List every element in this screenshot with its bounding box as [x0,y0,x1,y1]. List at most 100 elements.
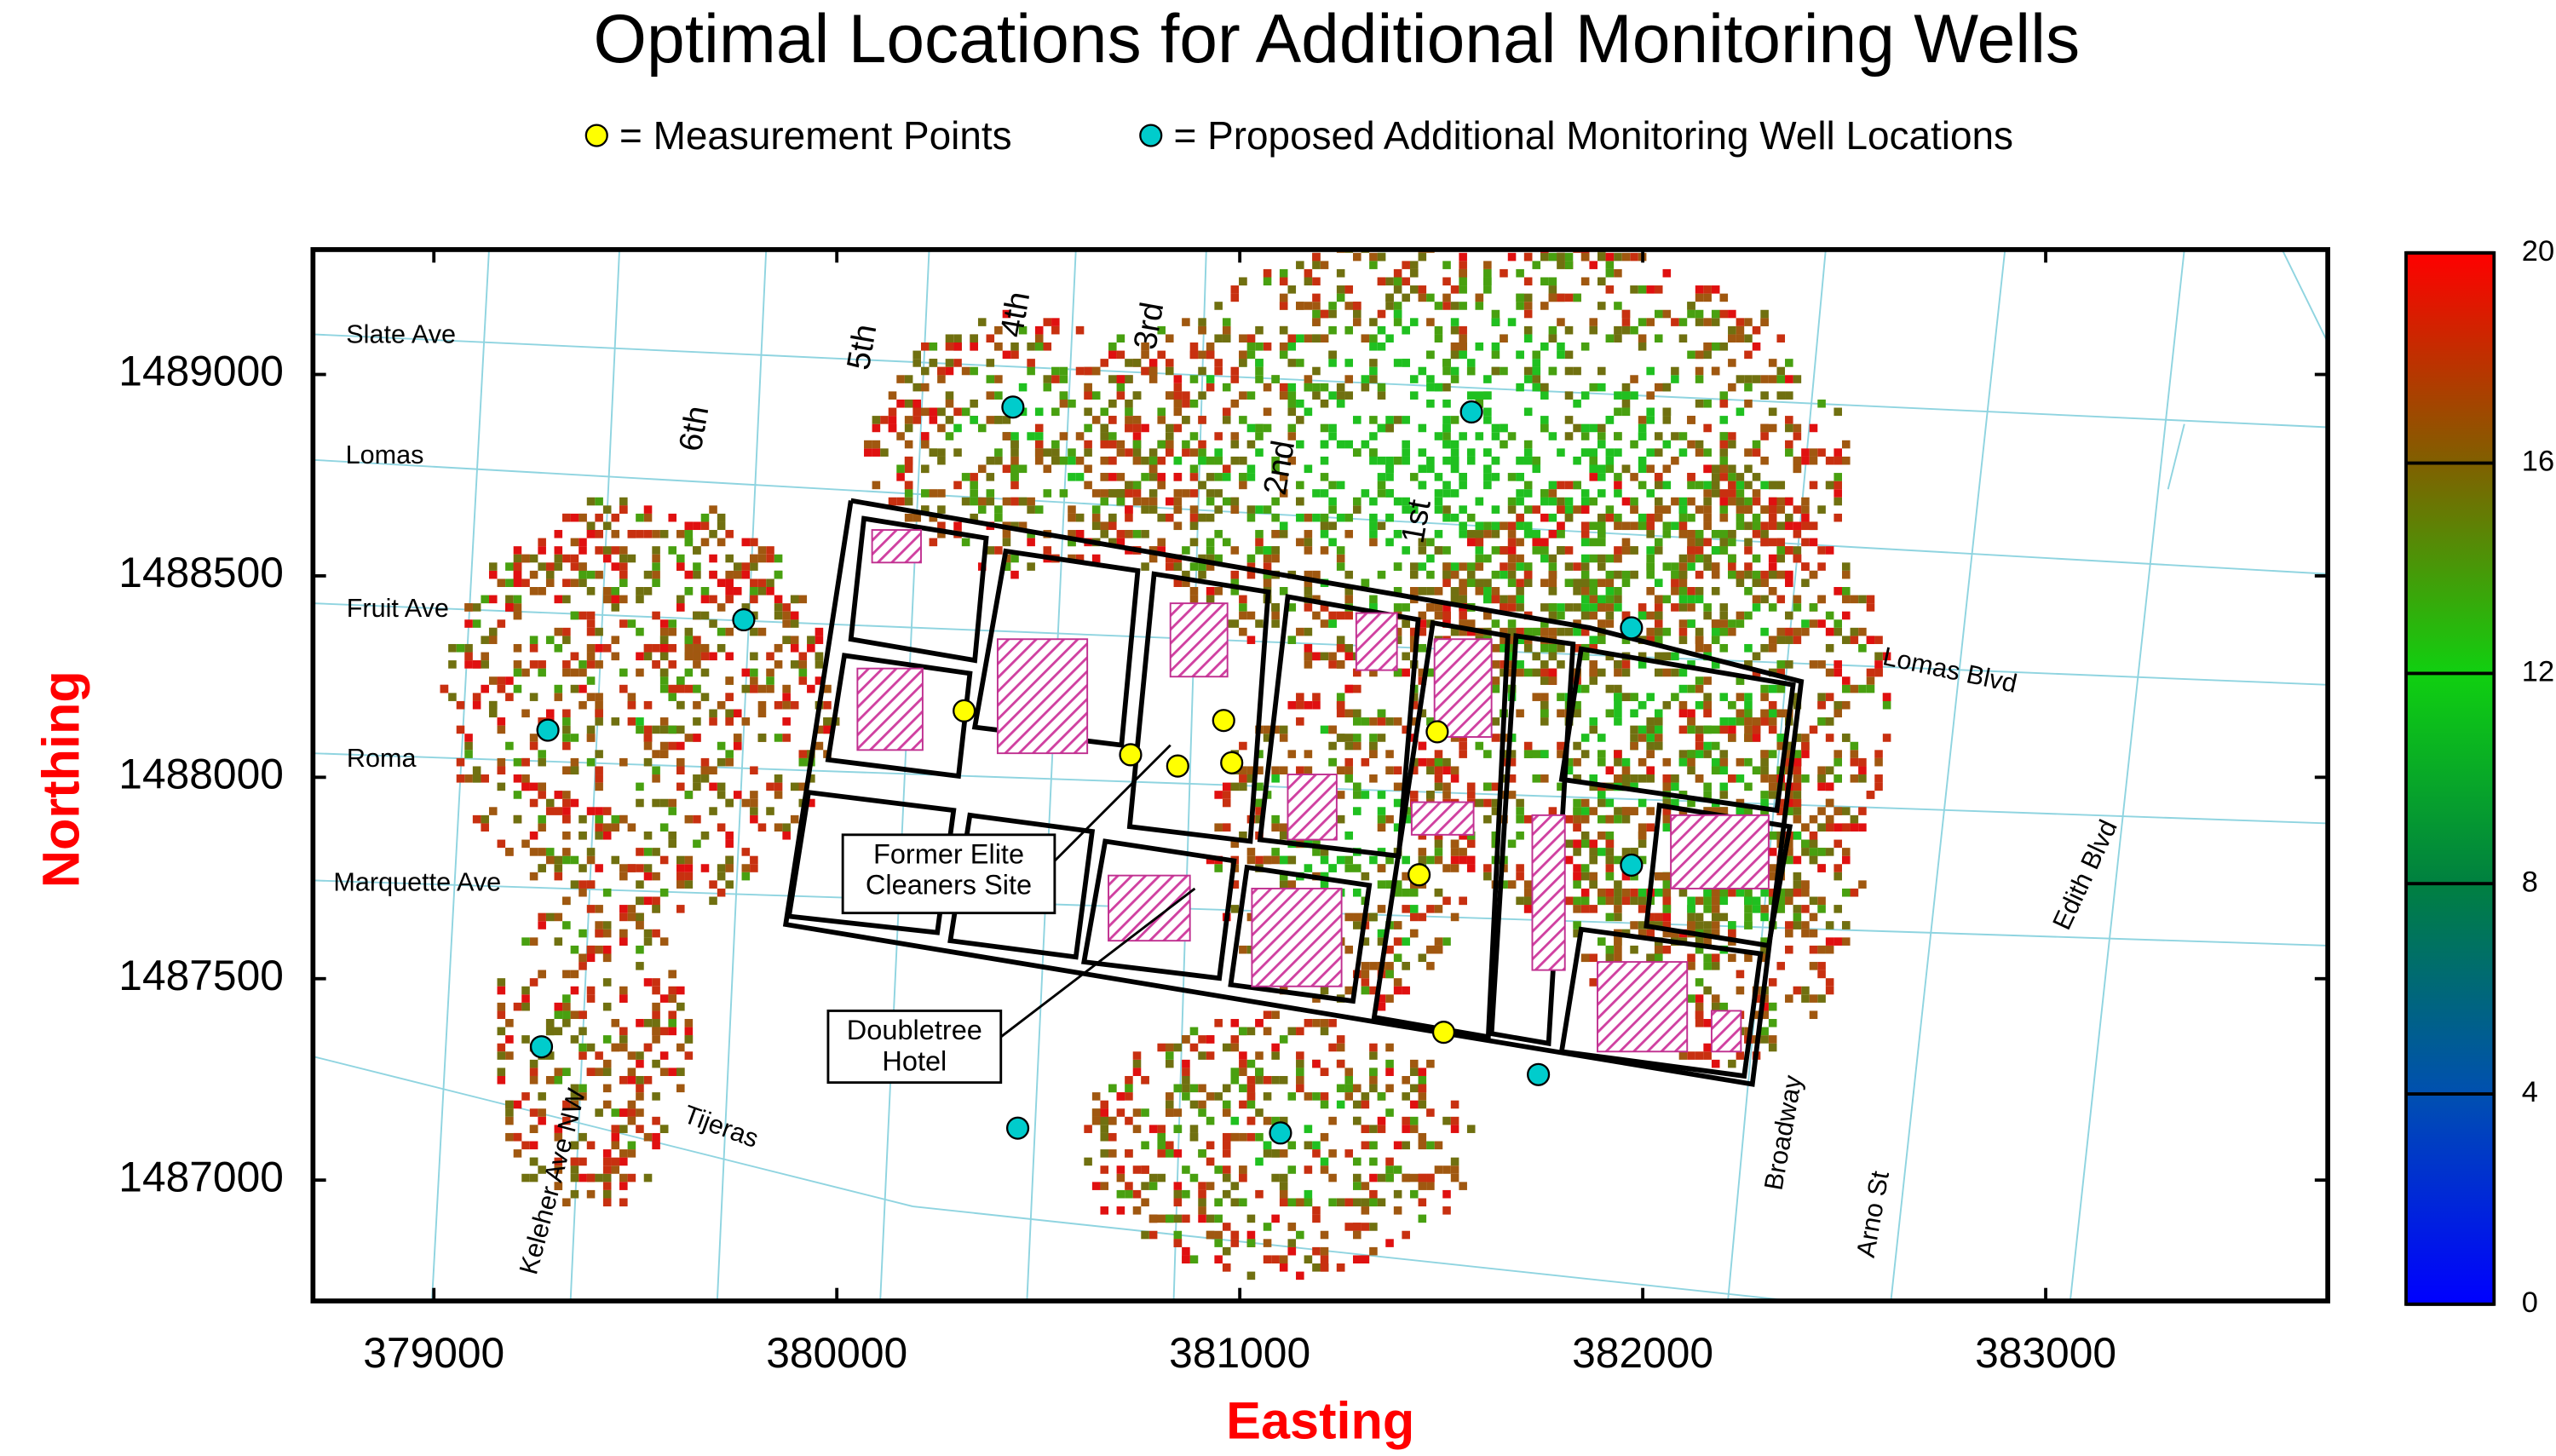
field-cell [1459,627,1467,636]
field-cell [1703,423,1712,433]
field-cell [1507,652,1517,661]
field-cell [1377,1198,1386,1207]
field-cell [1760,481,1769,490]
field-cell [1344,643,1354,653]
field-cell [1621,757,1631,767]
field-cell [986,456,995,465]
field-cell [1084,366,1092,376]
field-cell [1540,497,1549,506]
field-cell [1279,1035,1288,1044]
field-cell [1728,929,1736,938]
field-cell [488,570,498,579]
field-cell [1500,366,1508,376]
field-cell [1621,383,1631,392]
field-cell [1491,456,1500,465]
field-cell [1263,1223,1272,1231]
field-cell [709,766,717,775]
field-cell [1369,1198,1378,1207]
field-cell [1271,1149,1280,1158]
field-cell [1834,807,1842,815]
field-cell [1483,750,1492,758]
field-cell [1776,668,1786,677]
field-cell [1263,1092,1272,1101]
field-cell [1475,521,1484,531]
field-cell [1393,302,1402,310]
field-cell [1809,538,1818,547]
field-cell [1402,668,1410,677]
field-cell [1271,1255,1280,1264]
field-cell [920,366,930,376]
field-cell [1760,888,1769,897]
field-cell [1703,318,1712,326]
field-cell [1418,464,1427,474]
field-cell [929,407,938,417]
field-cell [1312,1246,1321,1256]
field-cell [1671,652,1679,661]
field-cell [1320,652,1329,661]
field-cell [1654,636,1663,644]
field-cell [1768,791,1777,799]
field-cell [1418,366,1427,376]
field-cell [1320,383,1329,392]
field-cell [1809,619,1818,628]
field-cell [684,587,694,596]
field-cell [1752,448,1761,457]
field-cell [1442,440,1451,449]
field-cell [1328,1149,1337,1158]
field-cell [1662,945,1672,954]
field-cell [619,864,628,872]
field-cell [1459,521,1467,531]
field-cell [659,1051,669,1060]
field-cell [1605,888,1615,897]
field-cell [1002,350,1011,360]
field-cell [1654,538,1663,547]
field-cell [1532,668,1541,677]
field-cell [717,700,726,710]
field-cell [1744,905,1753,913]
field-cell [1148,464,1158,474]
field-cell [1369,1246,1378,1256]
field-cell [668,1010,677,1020]
field-cell [1475,530,1484,538]
field-cell [1344,325,1354,335]
field-cell [1564,497,1574,506]
field-cell [1222,1189,1231,1199]
field-cell [1491,660,1500,669]
field-cell [872,416,881,424]
field-cell [464,741,473,751]
field-cell [1148,1214,1158,1223]
field-cell [1450,855,1459,865]
field-cell [643,1173,653,1183]
field-cell [1459,342,1467,351]
field-cell [1744,464,1753,474]
field-cell [1589,872,1598,881]
field-cell [1434,945,1443,954]
field-cell [1500,595,1508,604]
field-cell [1393,1141,1402,1150]
field-cell [1344,1075,1354,1085]
field-cell [741,848,751,856]
field-cell [1687,766,1695,775]
field-cell [1638,725,1647,734]
field-cell [1752,725,1761,734]
field-cell [1728,717,1736,726]
field-cell [602,953,612,963]
field-cell [1418,668,1427,677]
field-cell [945,359,954,367]
field-cell [1328,1198,1337,1207]
field-cell [1312,383,1321,392]
field-cell [953,448,962,457]
field-cell [725,530,734,538]
field-cell [602,595,612,604]
field-cell [1148,1182,1158,1190]
field-cell [586,945,596,954]
field-cell [684,521,694,531]
field-cell [602,1100,612,1109]
field-cell [1662,774,1672,783]
field-cell [659,855,669,865]
field-cell [1825,668,1834,677]
x-axis-title: Easting [1226,1392,1414,1450]
field-cell [1402,456,1410,465]
field-cell [1801,994,1810,1003]
field-cell [554,643,563,653]
